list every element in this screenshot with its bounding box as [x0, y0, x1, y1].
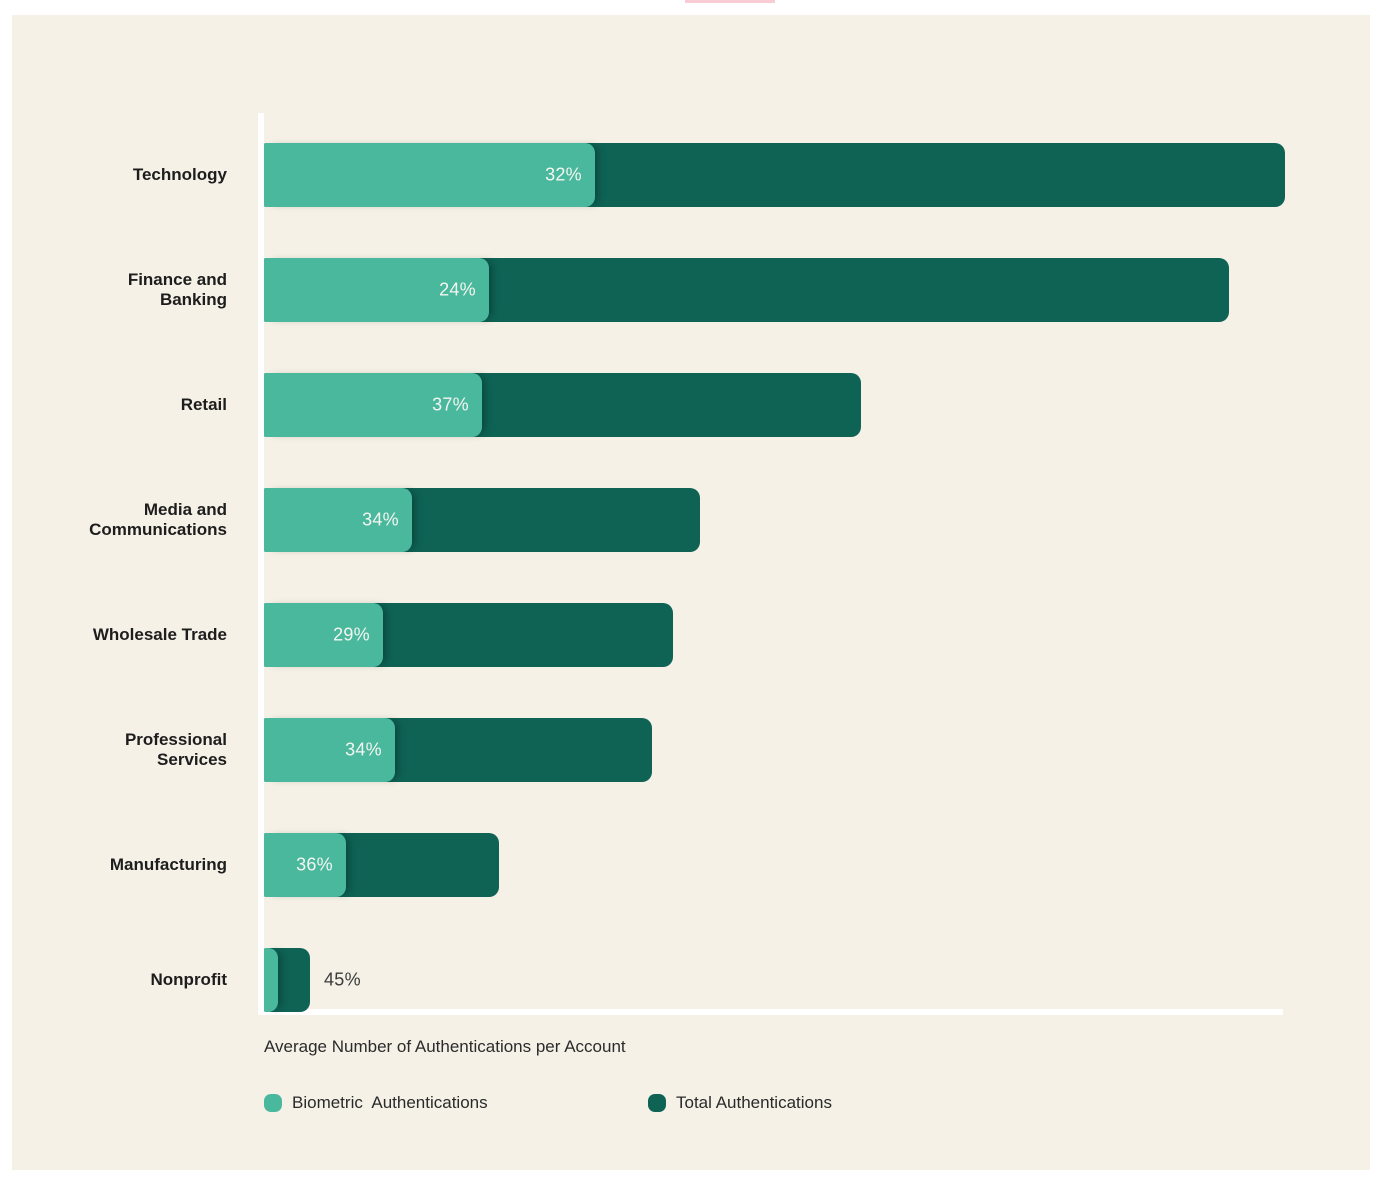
percent-label: 45%: [324, 969, 361, 990]
biometric-authentications-bar: 34%: [264, 718, 395, 782]
category-label: Media and Communications: [89, 499, 227, 539]
legend-label: Biometric Authentications: [292, 1093, 488, 1112]
biometric-authentications-bar: 32%: [264, 143, 595, 207]
bar-group: 34%: [264, 718, 652, 782]
chart-row: Nonprofit 45%: [12, 948, 1370, 1012]
chart-row: Professional Services 34%: [12, 718, 1370, 782]
biometric-authentications-bar: [264, 948, 278, 1012]
legend-item: Total Authentications: [648, 1093, 832, 1113]
percent-label: 37%: [432, 394, 469, 415]
legend-item: Biometric Authentications: [264, 1093, 488, 1113]
biometric-authentications-bar: 36%: [264, 833, 346, 897]
biometric-authentications-bar: 34%: [264, 488, 412, 552]
percent-label: 29%: [333, 624, 370, 645]
y-axis-line: [258, 113, 264, 1015]
chart-row: Manufacturing 36%: [12, 833, 1370, 897]
chart-row: Media and Communications 34%: [12, 488, 1370, 552]
biometric-authentications-bar: 29%: [264, 603, 383, 667]
bar-group: 36%: [264, 833, 499, 897]
percent-label: 32%: [545, 164, 582, 185]
category-label: Finance and Banking: [127, 269, 227, 309]
legend-label: Total Authentications: [676, 1093, 832, 1112]
chart-row: Wholesale Trade 29%: [12, 603, 1370, 667]
percent-label: 34%: [345, 739, 382, 760]
x-axis-line: [258, 1009, 1283, 1015]
chart-row: Retail 37%: [12, 373, 1370, 437]
category-label: Nonprofit: [150, 969, 227, 989]
bar-group: 37%: [264, 373, 861, 437]
percent-label: 36%: [296, 854, 333, 875]
x-axis-label: Average Number of Authentications per Ac…: [264, 1037, 626, 1056]
percent-label: 24%: [439, 279, 476, 300]
bar-group: 29%: [264, 603, 673, 667]
bar-group: 24%: [264, 258, 1229, 322]
percent-label: 34%: [362, 509, 399, 530]
legend: Biometric Authentications Total Authentic…: [264, 1093, 1164, 1113]
category-label: Professional Services: [124, 729, 227, 769]
cropped-title-underline: [685, 0, 775, 3]
category-label: Technology: [132, 164, 227, 184]
category-label: Wholesale Trade: [92, 624, 227, 644]
chart-panel: Technology 32% Finance and Banking 24% Retai…: [12, 15, 1370, 1170]
legend-swatch-icon: [648, 1094, 666, 1112]
bar-group: 32%: [264, 143, 1285, 207]
category-label: Manufacturing: [109, 854, 227, 874]
bar-group: 34%: [264, 488, 700, 552]
chart-row: Finance and Banking 24%: [12, 258, 1370, 322]
category-label: Retail: [180, 394, 227, 414]
legend-swatch-icon: [264, 1094, 282, 1112]
biometric-authentications-bar: 37%: [264, 373, 482, 437]
biometric-authentications-bar: 24%: [264, 258, 489, 322]
chart-row: Technology 32%: [12, 143, 1370, 207]
bar-group: 45%: [264, 948, 361, 1012]
